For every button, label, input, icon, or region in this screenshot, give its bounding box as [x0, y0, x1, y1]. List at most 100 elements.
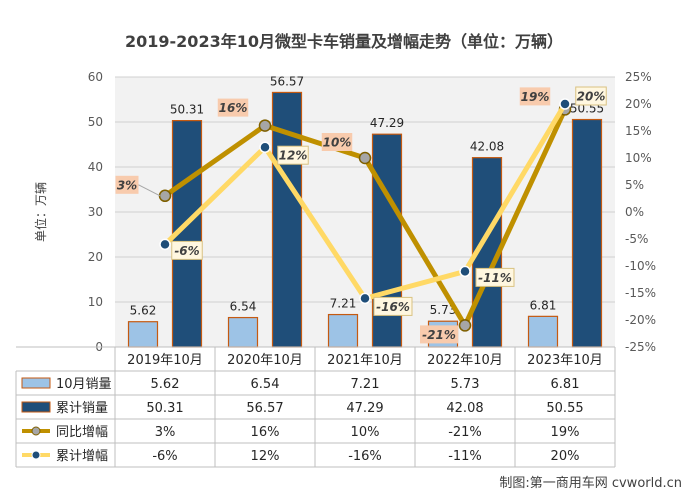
bar-data-label: 56.57	[270, 74, 304, 88]
line-data-label: 10%	[323, 136, 352, 150]
x-tick-label: 2023年10月	[527, 353, 603, 368]
legend-label: 同比增幅	[56, 425, 108, 440]
table-cell: -16%	[348, 449, 382, 464]
table-cell: 5.62	[151, 377, 180, 392]
legend-label: 累计增幅	[56, 449, 108, 464]
legend-marker	[31, 450, 41, 460]
line-data-label: -16%	[376, 300, 410, 314]
line-label-box	[171, 240, 203, 260]
x-tick-label: 2020年10月	[227, 353, 303, 368]
bar-data-label: 5.62	[130, 304, 157, 318]
table-cell: 19%	[551, 425, 580, 440]
bar	[127, 321, 159, 348]
table-cell: 12%	[251, 449, 280, 464]
table-cell: 47.29	[346, 401, 383, 416]
data-table: 2019年10月 2020年10月 2021年10月 2022年10月 2023年10月…	[15, 346, 616, 468]
table-cell: 16%	[251, 425, 280, 440]
line-point	[259, 141, 271, 153]
y-tick-label: 30	[88, 205, 103, 219]
table-cell: -6%	[152, 449, 177, 464]
chart-title: 2019-2023年10月微型卡车销量及增幅走势（单位：万辆）	[125, 32, 563, 51]
table-cell: 6.81	[551, 377, 580, 392]
y-axis-label: 单位：万辆	[33, 182, 48, 242]
table-cell: 50.55	[546, 401, 583, 416]
line-label-box	[420, 325, 458, 344]
y-tick-label: 20	[88, 250, 103, 264]
y2-tick-label: 5%	[625, 178, 644, 192]
line-point	[359, 292, 371, 305]
line-point	[459, 265, 471, 278]
y2-tick-label: -5%	[625, 232, 648, 246]
line-data-label: 3%	[117, 178, 137, 192]
bar	[571, 118, 603, 348]
legend-swatch	[21, 377, 51, 389]
line-point	[158, 189, 172, 203]
table-cell: -21%	[448, 425, 482, 440]
table-cell: 3%	[155, 425, 176, 440]
line-point	[159, 238, 171, 251]
y2-tick-label: -10%	[625, 259, 656, 273]
line-label-box	[475, 267, 515, 287]
line-data-label: -21%	[422, 328, 456, 342]
table-cell: 50.31	[146, 401, 183, 416]
line-label-box	[277, 145, 309, 165]
bar-data-label: 7.21	[330, 297, 357, 311]
table-cell: 56.57	[246, 401, 283, 416]
y-tick-label: 60	[88, 70, 103, 84]
table-cell: 42.08	[446, 401, 483, 416]
y2-tick-label: 0%	[625, 205, 644, 219]
table-cell: 7.21	[351, 377, 380, 392]
bar-data-label: 42.08	[470, 140, 504, 154]
line-label-box	[321, 133, 353, 151]
line-data-label: 12%	[279, 149, 308, 163]
y2-axis-ticks: -25% -20% -15% -10% -5% 0% 5% 10% 15% 20% 25%	[625, 70, 656, 354]
line-label-box	[373, 296, 413, 316]
line-data-label: 19%	[521, 90, 550, 104]
legend-swatch	[21, 401, 51, 413]
legend-label: 累计销量	[56, 401, 108, 416]
table-cell: -11%	[448, 449, 482, 464]
bar	[527, 315, 559, 348]
line-label-box	[519, 87, 551, 106]
table-cell: 20%	[551, 449, 580, 464]
line-series: 3% 16% 10% -21% 19% -6% 12% -16% -11% 20%	[115, 86, 607, 344]
line-point	[559, 98, 571, 110]
line-data-label: 20%	[577, 90, 606, 104]
table-cell: 10%	[351, 425, 380, 440]
line-label-box	[575, 86, 607, 106]
y2-tick-label: 20%	[625, 97, 652, 111]
line-data-label: -11%	[478, 271, 512, 285]
x-tick-label: 2021年10月	[327, 353, 403, 368]
label-leader	[138, 184, 161, 197]
y2-tick-label: 25%	[625, 70, 652, 84]
line-point	[258, 119, 272, 132]
bar-data-label: 50.31	[170, 103, 204, 117]
bar-data-label: 5.73	[430, 303, 457, 317]
line-point	[458, 319, 472, 332]
line-data-label: -6%	[174, 244, 199, 258]
bar-data-label: 6.81	[530, 298, 557, 312]
table-cell: 6.54	[251, 377, 280, 392]
line-label-box	[217, 98, 249, 117]
bar-data-label: 6.54	[230, 300, 257, 314]
line-data-label: 16%	[219, 101, 248, 115]
y2-tick-label: -25%	[625, 340, 656, 354]
y-tick-label: 40	[88, 160, 103, 174]
line-point	[358, 151, 372, 165]
y-tick-label: 50	[88, 115, 103, 129]
legend-marker	[31, 426, 41, 436]
bar	[227, 316, 259, 348]
y-tick-label: 10	[88, 295, 103, 309]
bar	[327, 313, 359, 348]
x-tick-label: 2019年10月	[127, 353, 203, 368]
x-tick-label: 2022年10月	[427, 353, 503, 368]
source-note: 制图:第一商用车网 cvworld.cn	[499, 475, 682, 491]
y2-tick-label: 10%	[625, 151, 652, 165]
table-cell: 5.73	[451, 377, 480, 392]
y2-tick-label: -15%	[625, 286, 656, 300]
legend-label: 10月销量	[56, 377, 112, 392]
line-label-box	[115, 175, 139, 194]
